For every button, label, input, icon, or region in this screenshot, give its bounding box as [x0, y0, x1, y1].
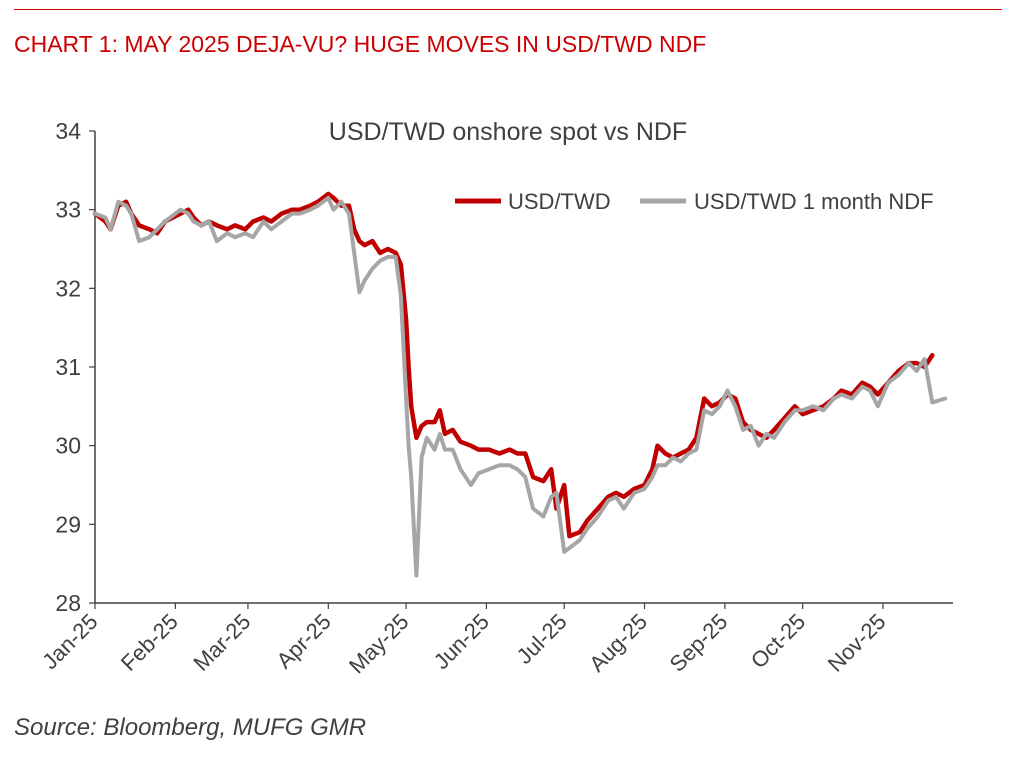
- y-tick-label: 30: [55, 433, 81, 459]
- line-chart: USD/TWD onshore spot vs NDF 28 29 30 31 32 33…: [37, 118, 953, 679]
- y-tick-label: 34: [55, 118, 81, 144]
- x-tick-label: Jan-25: [37, 609, 102, 674]
- x-tick-label: May-25: [344, 609, 414, 679]
- x-tick-label: Jul-25: [512, 609, 572, 669]
- legend-entry-usd-twd: USD/TWD: [508, 189, 611, 214]
- x-tick-label: Sep-25: [665, 609, 733, 677]
- y-tick-label: 31: [55, 354, 81, 380]
- series-line-usd-twd-ndf: [93, 195, 948, 578]
- series-line-usd-twd: [92, 191, 935, 539]
- page-title: CHART 1: MAY 2025 DEJA-VU? HUGE MOVES IN…: [14, 31, 707, 57]
- legend-entry-ndf: USD/TWD 1 month NDF: [694, 189, 934, 214]
- y-tick-label: 32: [55, 275, 81, 301]
- x-tick-label: Aug-25: [584, 609, 652, 677]
- source-note: Source: Bloomberg, MUFG GMR: [14, 714, 367, 741]
- x-tick-label: Apr-25: [271, 609, 335, 673]
- x-tick-label: Feb-25: [116, 609, 183, 676]
- series-layer: [92, 191, 948, 578]
- x-tick-label: Jun-25: [429, 609, 494, 674]
- x-tick-label: Mar-25: [189, 609, 256, 676]
- y-tick-label: 29: [55, 511, 81, 537]
- y-tick-label: 28: [55, 590, 81, 616]
- chart-title: USD/TWD onshore spot vs NDF: [329, 118, 687, 146]
- legend: USD/TWD USD/TWD 1 month NDF: [455, 189, 934, 214]
- top-rule: [14, 9, 1002, 10]
- y-tick-label: 33: [55, 197, 81, 223]
- x-tick-label: Nov-25: [823, 609, 891, 677]
- x-tick-label: Oct-25: [746, 609, 810, 673]
